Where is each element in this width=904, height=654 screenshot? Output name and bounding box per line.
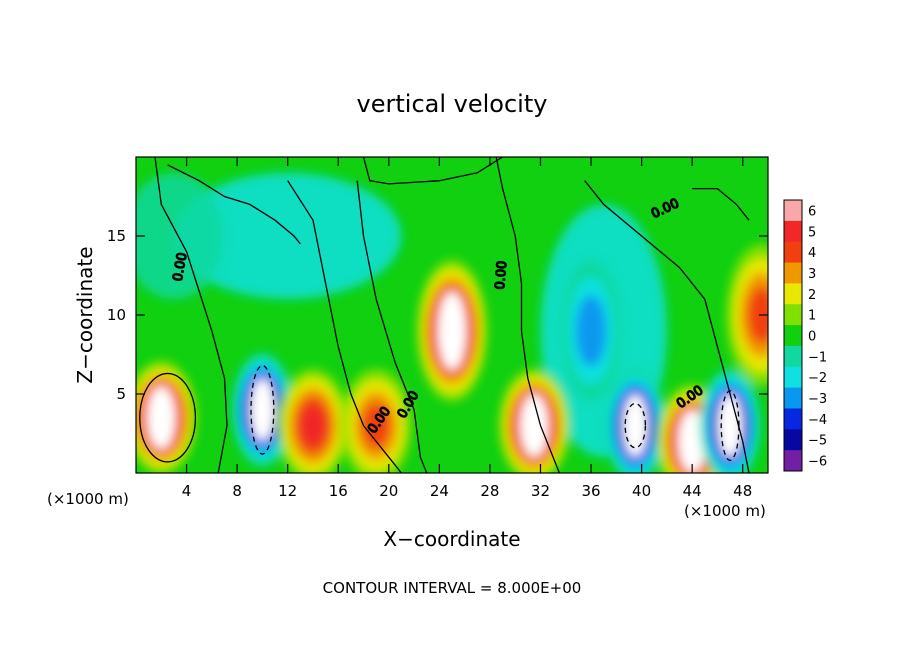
chart-title: vertical velocity — [357, 90, 548, 118]
colorbar-label: −6 — [808, 455, 827, 470]
colorbar-label: 3 — [808, 267, 816, 282]
x-axis: 4 8 12 16 20 24 28 32 36 40 44 48 — [182, 157, 752, 500]
colorbar-swatch — [784, 200, 802, 222]
colorbar-label: 4 — [808, 246, 816, 261]
x-tick-label: 12 — [278, 482, 297, 500]
x-unit-right: (×1000 m) — [684, 502, 766, 520]
x-tick-label: 16 — [329, 482, 348, 500]
colorbar-swatch — [784, 304, 802, 326]
x-tick-label: 48 — [733, 482, 752, 500]
zero-contour — [495, 157, 561, 473]
field-saturated-core — [250, 378, 275, 442]
colorbar-label: 0 — [808, 330, 816, 345]
y-axis: 5 10 15 — [107, 227, 768, 403]
y-tick-label: 10 — [107, 306, 126, 324]
colorbar-swatch — [784, 325, 802, 347]
field-updraft — [362, 402, 391, 449]
x-unit-left: (×1000 m) — [47, 490, 129, 508]
field-saturated-core — [147, 386, 176, 449]
field-downdraft — [575, 295, 607, 367]
x-tick-label: 28 — [480, 482, 499, 500]
zero-contour — [362, 157, 503, 185]
contour-label: 0.00 — [493, 260, 510, 290]
x-tick-label: 44 — [683, 482, 702, 500]
colorbar: 6 5 4 3 2 1 0 −1 −2 −3 −4 −5 −6 — [783, 199, 827, 472]
x-tick-label: 36 — [581, 482, 600, 500]
colorbar-swatch — [784, 387, 802, 409]
colorbar-label: 5 — [808, 225, 816, 240]
colorbar-swatch — [784, 241, 802, 264]
contour-interval-text: CONTOUR INTERVAL = 8.000E+00 — [323, 579, 582, 597]
colorbar-label: 2 — [808, 288, 816, 303]
colorbar-label: −4 — [808, 413, 827, 428]
colorbar-swatch — [784, 345, 802, 368]
contour-label: 0.00 — [171, 251, 191, 282]
x-tick-label: 40 — [632, 482, 651, 500]
colorbar-frame — [783, 199, 803, 472]
positive-contour — [139, 372, 197, 463]
zero-contour — [356, 180, 428, 473]
colorbar-swatch — [784, 366, 802, 389]
colorbar-swatch — [784, 429, 802, 451]
field-saturated-core — [623, 394, 648, 457]
negative-contour — [250, 364, 275, 455]
field-updraft — [747, 286, 768, 344]
zero-contour — [692, 187, 750, 221]
colorbar-label: −1 — [808, 350, 827, 365]
colorbar-swatch — [784, 408, 802, 430]
x-tick-label: 32 — [531, 482, 550, 500]
colorbar-label: −3 — [808, 392, 827, 407]
x-tick-label: 24 — [430, 482, 449, 500]
field-saturated-core — [678, 410, 707, 473]
field-saturated-core — [717, 394, 743, 457]
zero-contour — [167, 164, 301, 245]
field-region — [173, 172, 402, 300]
field-saturated-core — [437, 291, 467, 370]
zero-contour — [154, 157, 228, 473]
zero-contour — [287, 180, 402, 473]
colorbar-swatch — [784, 283, 802, 305]
x-tick-label: 20 — [379, 482, 398, 500]
colorbar-swatch — [784, 262, 802, 284]
y-tick-label: 15 — [107, 227, 126, 245]
colorbar-label: 1 — [808, 309, 816, 324]
x-tick-label: 4 — [182, 482, 192, 500]
colorbar-swatch — [784, 220, 802, 243]
colorbar-label: −2 — [808, 371, 827, 386]
heatmap-blobs — [136, 172, 768, 473]
field-updraft — [301, 406, 325, 445]
negative-contour — [720, 390, 740, 462]
x-tick-label: 8 — [232, 482, 242, 500]
y-tick-label: 5 — [116, 385, 126, 403]
y-axis-label: Z−coordinate — [73, 246, 97, 383]
colorbar-label: −5 — [808, 434, 827, 449]
negative-contour — [624, 402, 647, 449]
zero-contour — [584, 180, 750, 473]
colorbar-swatch — [784, 450, 802, 472]
heatmap-field: 0.00 0.000.000.000.000.00 — [136, 157, 768, 473]
field-saturated-core — [520, 394, 549, 457]
field-region — [136, 172, 225, 300]
x-axis-label: X−coordinate — [383, 527, 520, 551]
colorbar-label: 6 — [808, 204, 816, 219]
